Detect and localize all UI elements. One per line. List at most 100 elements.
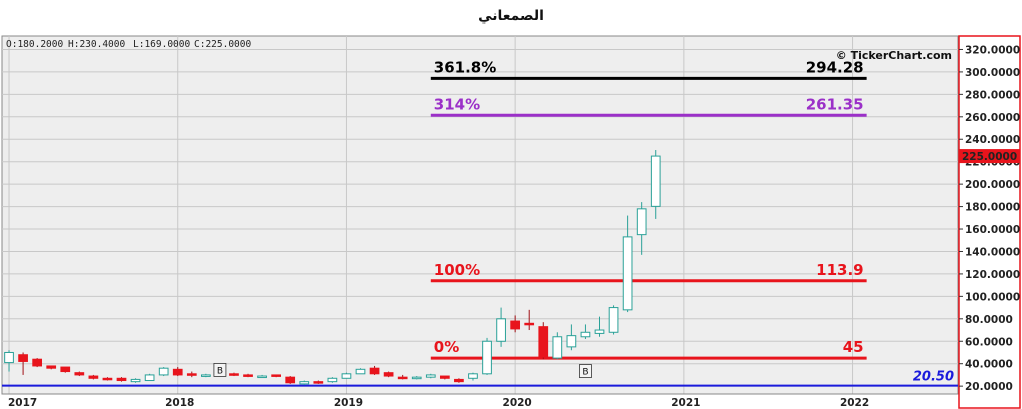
copyright-label: © TickerChart.com [836, 49, 952, 62]
x-tick-label: 2021 [671, 397, 700, 409]
candle [425, 373, 436, 379]
candle [439, 375, 450, 380]
candle-body [102, 377, 113, 381]
candle-body [172, 368, 183, 376]
y-tick-label: 40.0000 [965, 359, 1013, 371]
candle-body [482, 340, 492, 375]
candle [257, 374, 267, 379]
last-price-tag: 225.0000 [959, 149, 1020, 164]
y-tick-label: 20.0000 [965, 381, 1013, 393]
fib-level-percent: 314% [434, 95, 480, 113]
trade-marker-box [579, 364, 592, 378]
ohlc-high: H:230.4000 [68, 39, 125, 50]
candle [144, 373, 155, 382]
candle [18, 352, 28, 375]
candle-body [186, 373, 197, 376]
candle-body [580, 331, 591, 338]
candle [313, 380, 324, 384]
candle [130, 378, 141, 383]
candle [229, 372, 239, 377]
candle-body [439, 375, 450, 379]
trade-marker-label: B [217, 366, 223, 376]
candle-body [594, 329, 605, 334]
price-axis-panel[interactable] [958, 35, 1021, 409]
candle [4, 350, 14, 372]
fib-level-value: 261.35 [806, 95, 864, 113]
candle-body [229, 373, 239, 376]
y-tick-label: 280.0000 [965, 89, 1020, 101]
candle-body [285, 376, 296, 384]
candle [566, 324, 577, 351]
candle-body [200, 374, 211, 377]
candle [552, 332, 563, 360]
candle [594, 316, 605, 337]
candle-body [524, 322, 535, 326]
fib-level-value: 45 [843, 338, 864, 356]
candle-body [243, 374, 253, 377]
horizontal-grid [2, 48, 958, 387]
fib-level-percent: 361.8% [434, 58, 496, 76]
ohlc-open: O:180.2000 [6, 39, 63, 50]
candle [243, 373, 253, 378]
trade-marker: B [579, 364, 592, 378]
y-tick-label: 180.0000 [965, 202, 1020, 214]
candle [186, 371, 197, 378]
candle [369, 365, 380, 375]
y-tick-label: 60.0000 [965, 336, 1013, 348]
x-tick-label: 2020 [503, 397, 532, 409]
candle-body [74, 372, 85, 376]
candle [341, 372, 352, 379]
candle [496, 307, 506, 347]
candle-body [4, 351, 14, 364]
trade-marker-label: B [582, 368, 588, 378]
candle-body [608, 307, 619, 333]
candle [383, 371, 394, 378]
candle [580, 324, 591, 340]
y-tick-label: 300.0000 [965, 67, 1020, 79]
last-price-label: 225.0000 [962, 151, 1017, 163]
support-value-label: 20.50 [913, 370, 954, 385]
y-tick-label: 120.0000 [965, 269, 1020, 281]
vertical-grid [8, 36, 854, 394]
candle-body [369, 367, 380, 375]
candle-body [257, 375, 267, 379]
candle [636, 202, 647, 255]
candle-body [383, 372, 394, 377]
candle-body [650, 155, 661, 207]
candle-body [397, 376, 408, 380]
candle-body [538, 326, 549, 358]
candle [116, 377, 127, 382]
fib-level-percent: 100% [434, 261, 480, 279]
trade-marker: B [213, 363, 227, 377]
candle-body [454, 378, 464, 383]
candle-body [636, 208, 647, 236]
candle-body [510, 320, 521, 330]
candle-body [327, 377, 338, 383]
candle-body [88, 375, 99, 379]
candle [411, 376, 422, 380]
candle [355, 368, 366, 375]
candle [454, 378, 464, 383]
y-tick-label: 100.0000 [965, 291, 1020, 303]
y-tick-label: 320.0000 [965, 44, 1020, 56]
candle [46, 365, 57, 370]
candle [327, 377, 338, 383]
candle-body [299, 381, 310, 385]
candle [88, 374, 99, 380]
candle [510, 315, 521, 333]
y-tick-label: 260.0000 [965, 112, 1020, 124]
fib-level-value: 113.9 [816, 261, 863, 279]
x-tick-label: 2018 [165, 397, 194, 409]
candle [538, 322, 549, 360]
time-axis: 2017 2018 2019 2020 2021 2022 [8, 397, 869, 409]
candle-body [60, 366, 71, 373]
y-tick-label: 140.0000 [965, 246, 1020, 258]
x-tick-label: 2022 [840, 397, 869, 409]
candle-body [566, 335, 577, 348]
support-line: 20.50 [2, 370, 958, 387]
candle-body [411, 376, 422, 380]
candle-body [158, 367, 169, 376]
chart-title: الصمعاني [478, 8, 544, 24]
